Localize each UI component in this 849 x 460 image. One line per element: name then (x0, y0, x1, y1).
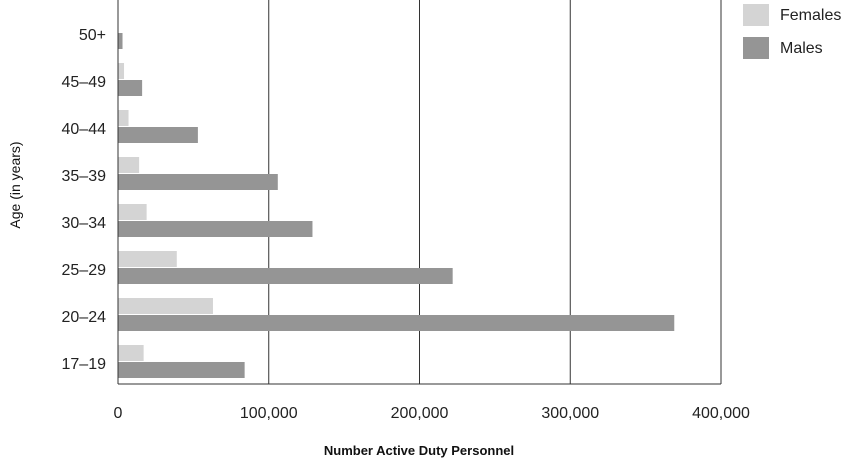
y-tick-label-0: 50+ (79, 27, 106, 44)
y-tick-label-7: 17–19 (62, 356, 107, 373)
x-tick-label-1: 100,000 (240, 405, 298, 422)
bar-males-3 (118, 174, 278, 190)
bar-males-7 (118, 362, 245, 378)
y-tick-label-3: 35–39 (62, 168, 107, 185)
y-tick-label-4: 30–34 (62, 215, 107, 232)
bar-males-1 (118, 80, 143, 96)
bar-males-4 (118, 221, 313, 237)
y-tick-labels: 50+ 45–49 40–44 35–39 30–34 25–29 20–24 17–19 (62, 27, 107, 373)
y-tick-label-6: 20–24 (62, 309, 107, 326)
legend-label-males: Males (780, 40, 823, 57)
legend: Females Males (743, 4, 841, 59)
x-tick-label-4: 400,000 (692, 405, 750, 422)
bar-males-0 (118, 33, 123, 49)
x-axis-title: Number Active Duty Personnel (324, 443, 514, 458)
x-tick-label-0: 0 (114, 405, 123, 422)
bar-males-5 (118, 268, 453, 284)
bar-females-2 (118, 110, 129, 126)
axes (117, 0, 721, 385)
legend-label-females: Females (780, 7, 841, 24)
y-axis-title: Age (in years) (7, 141, 23, 228)
y-tick-label-1: 45–49 (62, 74, 107, 91)
bars (118, 33, 675, 378)
y-tick-label-5: 25–29 (62, 262, 107, 279)
x-tick-label-3: 300,000 (541, 405, 599, 422)
bar-males-6 (118, 315, 675, 331)
legend-swatch-males (743, 37, 769, 59)
bar-females-4 (118, 204, 147, 220)
bar-females-1 (118, 63, 125, 79)
y-tick-label-2: 40–44 (62, 121, 107, 138)
bar-females-6 (118, 298, 213, 314)
bar-females-7 (118, 345, 144, 361)
legend-swatch-females (743, 4, 769, 26)
x-tick-labels: 0 100,000 200,000 300,000 400,000 (114, 405, 750, 422)
bar-males-2 (118, 127, 198, 143)
x-tick-label-2: 200,000 (391, 405, 449, 422)
bar-females-3 (118, 157, 140, 173)
bar-females-5 (118, 251, 177, 267)
